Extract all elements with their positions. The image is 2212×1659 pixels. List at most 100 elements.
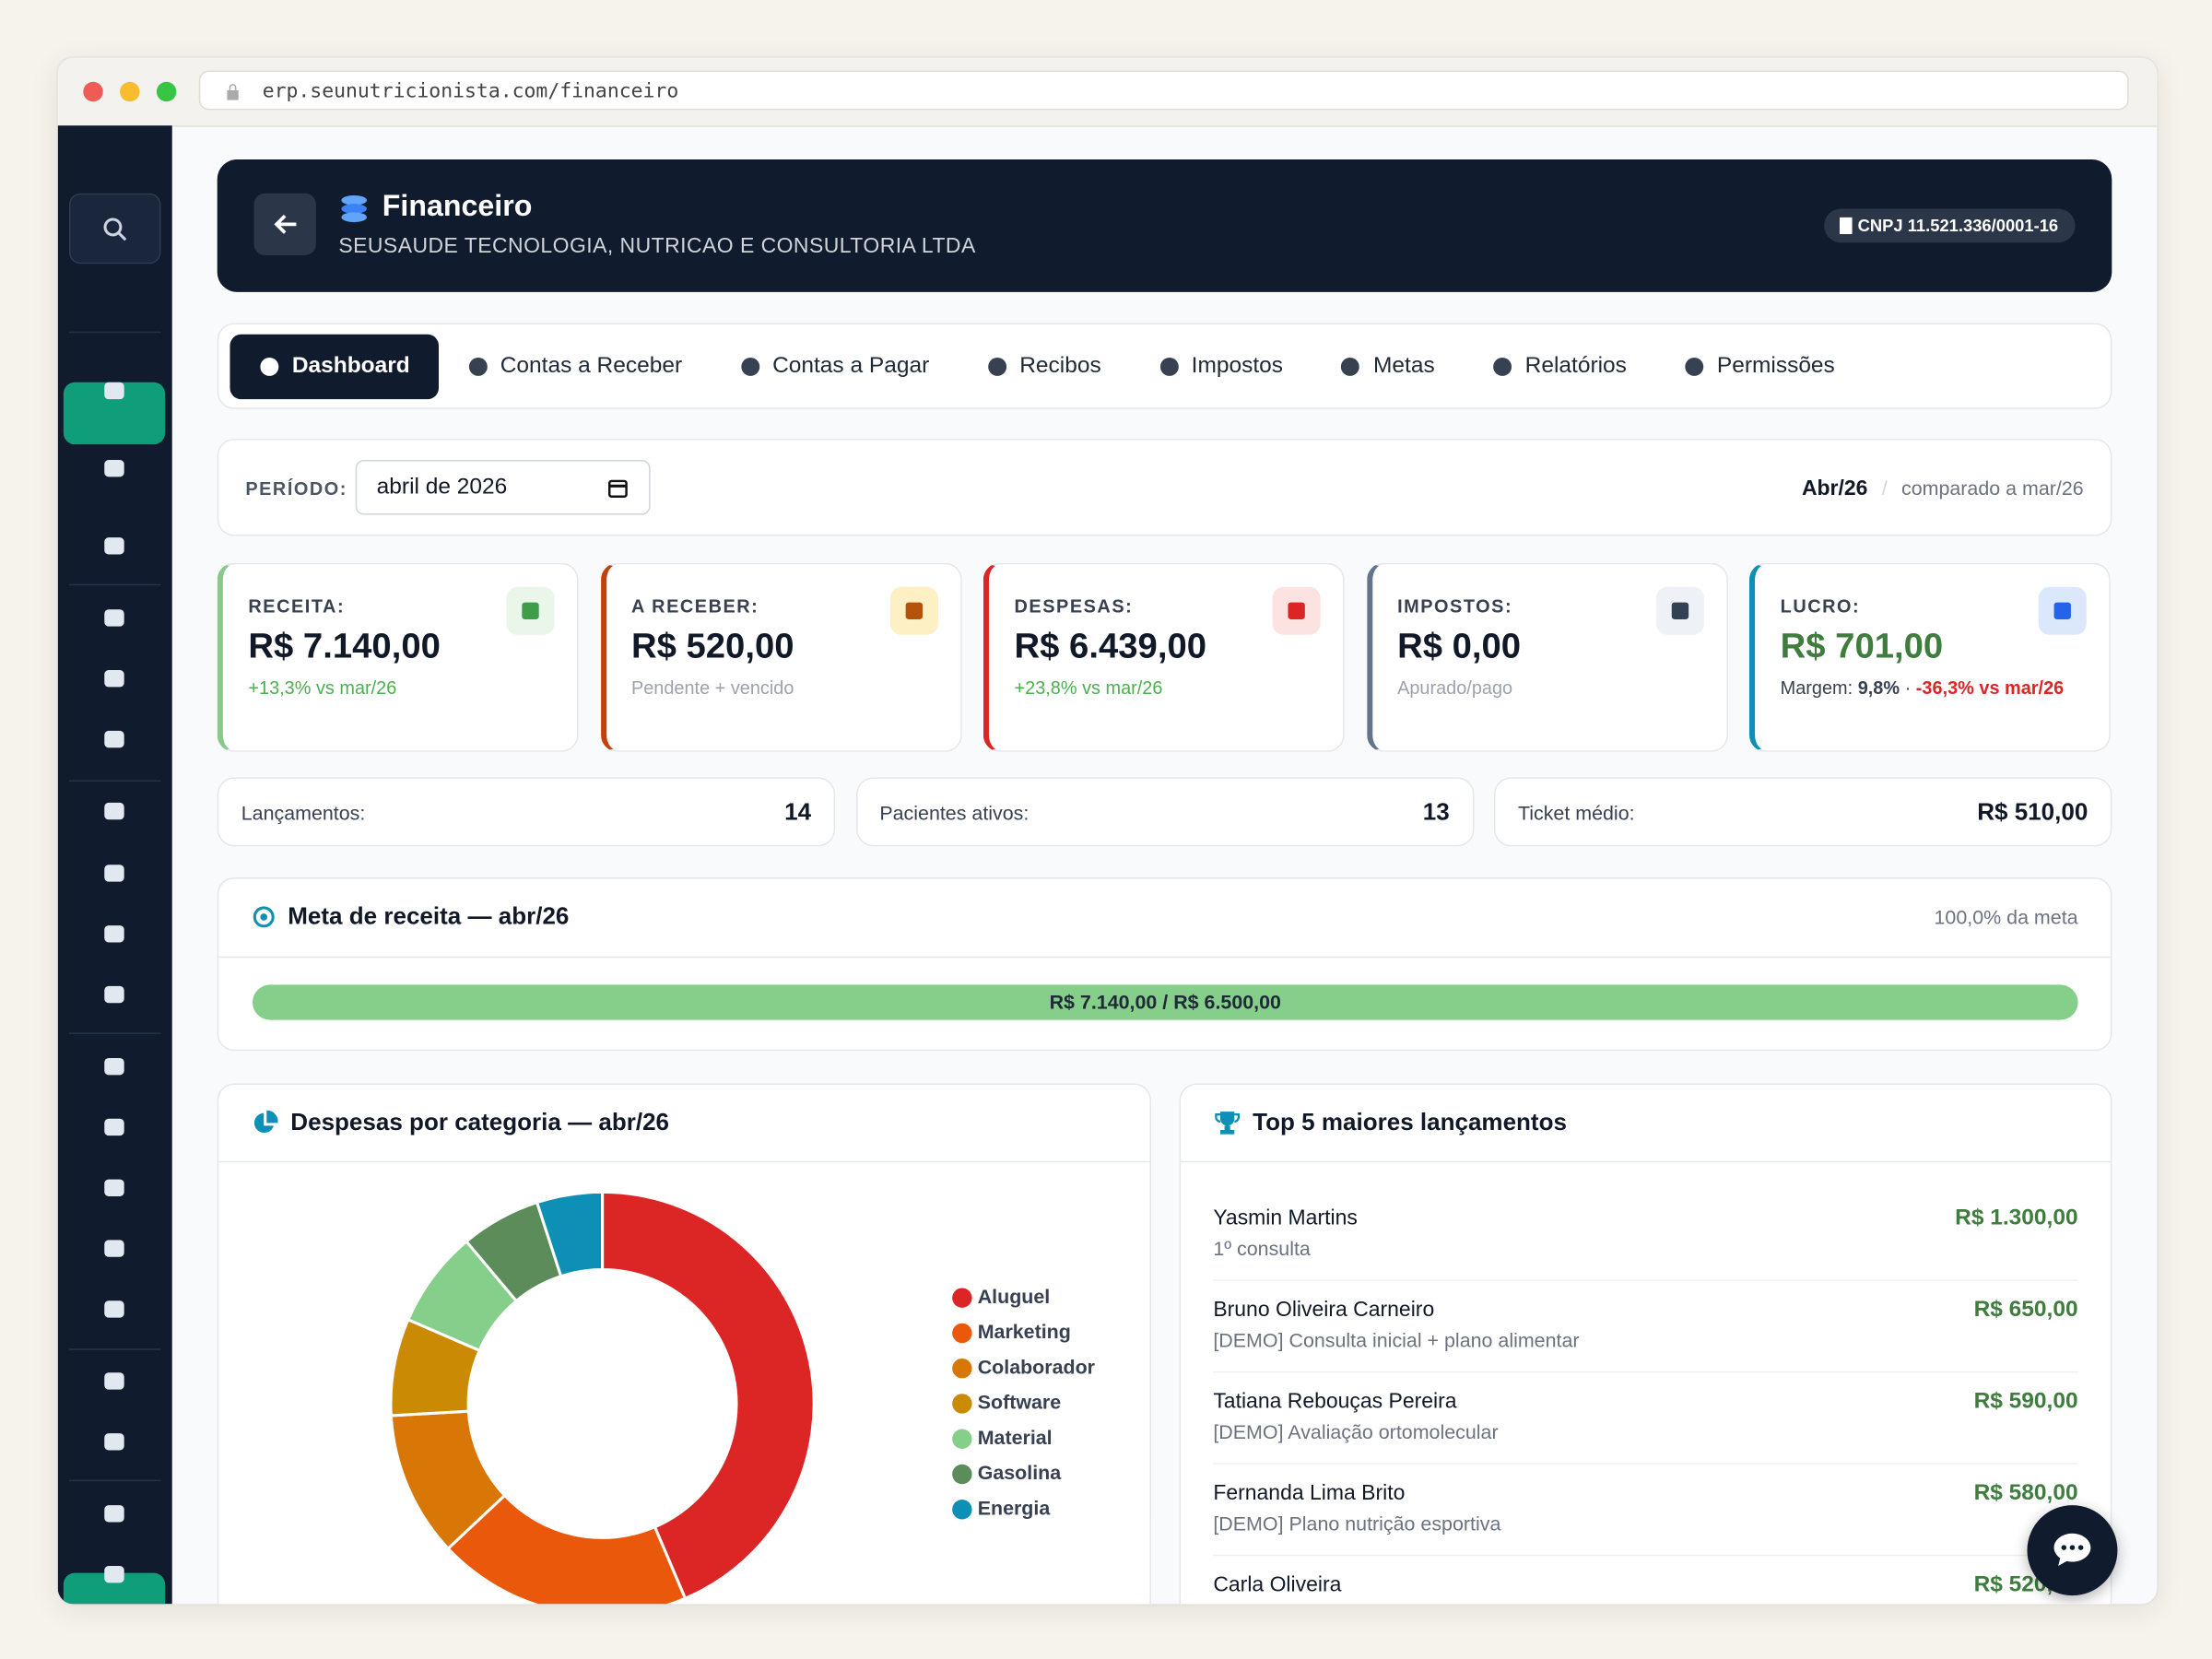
nav-icon[interactable] xyxy=(91,1231,136,1265)
item-name: Yasmin Martins xyxy=(1213,1206,1358,1230)
nav-glyph xyxy=(104,1057,124,1076)
kpi-glyph xyxy=(1288,602,1305,619)
nav-icon[interactable] xyxy=(91,723,136,757)
nav-glyph-shape xyxy=(104,1300,124,1318)
nav-icon[interactable] xyxy=(91,1497,136,1531)
legend-swatch xyxy=(952,1394,972,1414)
chat-button[interactable] xyxy=(2027,1505,2118,1596)
tab[interactable]: Relatórios xyxy=(1463,334,1654,398)
kpi-sub: Apurado/pago xyxy=(1397,677,1513,699)
tab[interactable]: Recibos xyxy=(958,334,1129,398)
item-name: Bruno Oliveira Carneiro xyxy=(1213,1298,1435,1323)
nav-icon[interactable] xyxy=(91,794,136,829)
nav-icon[interactable] xyxy=(91,529,136,563)
nav-glyph xyxy=(104,1505,124,1523)
kpi-card: IMPOSTOS: R$ 0,00 Apurado/pago xyxy=(1366,562,1728,752)
goal-percent: 100,0% da meta xyxy=(1934,905,2078,929)
nav-glyph xyxy=(104,1433,124,1451)
separator: / xyxy=(1881,477,1888,500)
nav-icon[interactable] xyxy=(91,452,136,486)
separator: · xyxy=(1904,677,1912,699)
period-input[interactable]: abril de 2026 xyxy=(355,459,651,515)
nav-icon[interactable] xyxy=(91,601,136,635)
kpi-icon xyxy=(506,586,555,635)
legend-label: Material xyxy=(978,1427,1053,1449)
nav-icon[interactable] xyxy=(91,917,136,951)
top-title: Top 5 maiores lançamentos xyxy=(1253,1109,1567,1136)
period-label: PERÍODO: xyxy=(245,477,347,500)
kpi-card: RECEITA: R$ 7.140,00 +13,3% vs mar/26 xyxy=(217,562,579,752)
legend-label: Colaborador xyxy=(978,1356,1095,1378)
nav-glyph-shape xyxy=(104,865,124,882)
item-name: Fernanda Lima Brito xyxy=(1213,1481,1406,1506)
kpi-glyph-shape xyxy=(904,602,923,619)
nav-glyph-shape xyxy=(104,1118,124,1136)
minimize-button[interactable] xyxy=(120,81,140,102)
legend-swatch xyxy=(952,1500,972,1520)
nav-icon[interactable] xyxy=(91,1558,136,1592)
tab[interactable]: Contas a Pagar xyxy=(711,334,958,398)
kpi-icon xyxy=(1272,586,1321,635)
kpi-sub: Pendente + vencido xyxy=(630,677,794,699)
nav-icon[interactable] xyxy=(91,1111,136,1145)
lock-icon xyxy=(227,84,239,100)
stat-value: R$ 510,00 xyxy=(1977,797,2088,825)
nav-glyph-shape xyxy=(104,537,124,555)
chat-dot xyxy=(2069,1545,2076,1550)
legend-label: Aluguel xyxy=(978,1286,1051,1308)
kpi-icon xyxy=(2038,586,2087,635)
sidebar xyxy=(57,125,172,1605)
divider xyxy=(218,1160,1150,1163)
kpi-card: A RECEBER: R$ 520,00 Pendente + vencido xyxy=(600,562,962,752)
kpi-label: A RECEBER: xyxy=(630,594,759,617)
tab[interactable]: Dashboard xyxy=(229,333,439,399)
profit-change: -36,3% vs mar/26 xyxy=(1915,677,2065,699)
list-row: Yasmin Martins 1º consulta R$ 1.300,00 xyxy=(1213,1189,2078,1281)
tab[interactable]: Contas a Receber xyxy=(438,334,710,398)
nav-icon[interactable] xyxy=(91,1050,136,1084)
company-name: SEUSAUDE TECNOLOGIA, NUTRICAO E CONSULTO… xyxy=(338,234,976,259)
browser-bar: erp.seunutricionista.com/financeiro xyxy=(57,57,2158,127)
item-amount: R$ 650,00 xyxy=(1973,1298,2078,1323)
back-button[interactable] xyxy=(253,193,316,256)
chat-dot xyxy=(2077,1545,2084,1550)
nav-glyph xyxy=(104,730,124,748)
stat-card: Ticket médio: R$ 510,00 xyxy=(1493,777,2112,847)
nav-icon[interactable] xyxy=(91,662,136,696)
kpi-glyph xyxy=(904,602,923,619)
coin xyxy=(341,194,367,206)
maximize-button[interactable] xyxy=(156,81,177,102)
kpi-label: IMPOSTOS: xyxy=(1397,594,1513,617)
margin-label: Margem: xyxy=(1780,677,1853,699)
search-button[interactable] xyxy=(68,193,161,265)
tab-icon xyxy=(1685,357,1704,376)
nav-glyph-shape xyxy=(104,925,124,943)
kpi-icon xyxy=(889,586,938,635)
nav-icon[interactable] xyxy=(91,1425,136,1459)
tab[interactable]: Impostos xyxy=(1129,334,1311,398)
nav-icon[interactable] xyxy=(91,1292,136,1326)
nav-icon[interactable] xyxy=(91,1171,136,1205)
close-button[interactable] xyxy=(83,81,103,102)
tab[interactable]: Permissões xyxy=(1655,334,1864,398)
cnpj: CNPJ 11.521.336/0001-16 xyxy=(1857,216,2059,236)
nav-icon[interactable] xyxy=(91,856,136,890)
donut-chart: Aluguel Marketing Colaborador Software Mater… xyxy=(389,1190,1095,1605)
address-bar[interactable]: erp.seunutricionista.com/financeiro xyxy=(198,70,2129,111)
top-list: Yasmin Martins 1º consulta R$ 1.300,00 Brun… xyxy=(1213,1189,2078,1605)
nav-divider xyxy=(68,1032,161,1034)
target-ring xyxy=(253,906,275,928)
nav-icon[interactable] xyxy=(91,978,136,1012)
kpi-card: LUCRO: R$ 701,00 Margem: 9,8% · -36,3% vs … xyxy=(1748,562,2111,752)
nav-icon[interactable] xyxy=(91,1364,136,1398)
goal-title: Meta de receita — abr/26 xyxy=(288,902,570,930)
tab-icon xyxy=(1341,357,1360,376)
divider xyxy=(1181,1160,2111,1163)
margin-value: 9,8% xyxy=(1857,677,1900,699)
tab[interactable]: Metas xyxy=(1312,334,1464,398)
item-desc: 1º consulta xyxy=(1213,1604,1311,1605)
building xyxy=(1839,217,1853,235)
nav-icon[interactable] xyxy=(91,374,136,408)
